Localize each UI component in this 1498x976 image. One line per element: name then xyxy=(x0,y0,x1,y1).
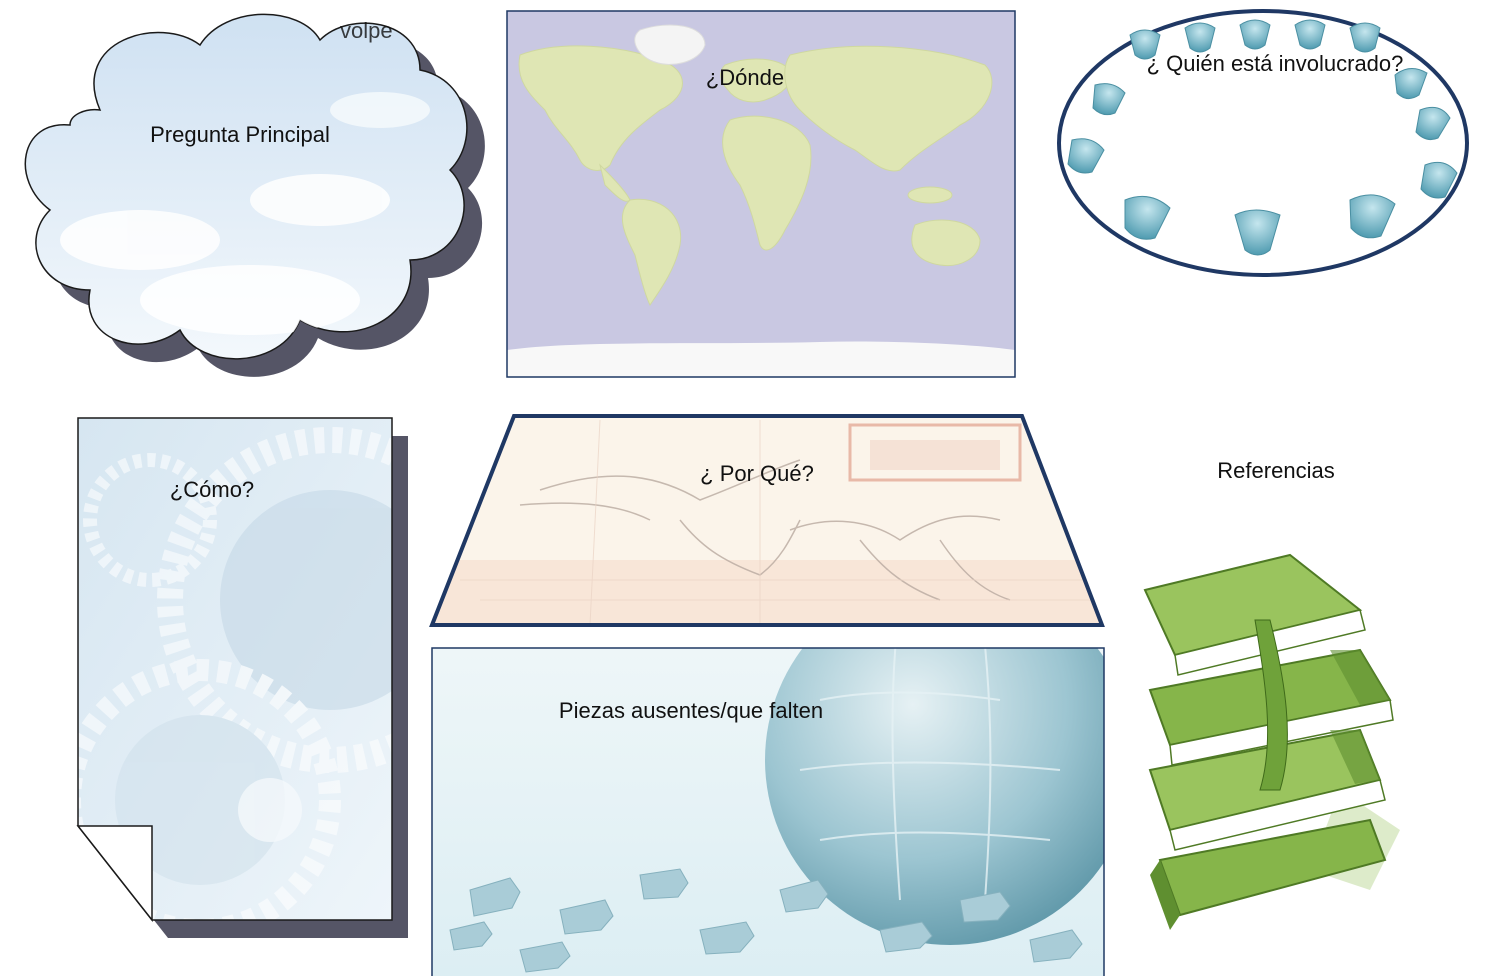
main-question-label: Pregunta Principal xyxy=(150,122,330,147)
where-label: ¿Dónde xyxy=(706,65,784,90)
chair-icon xyxy=(1415,106,1451,140)
chair-icon xyxy=(1092,83,1126,116)
chair-icon xyxy=(1239,19,1271,50)
watermark-text: volpe xyxy=(340,18,393,43)
references-label: Referencias xyxy=(1217,458,1334,483)
books-stack xyxy=(1143,553,1400,930)
chairs-circle xyxy=(1057,9,1469,277)
chair-icon xyxy=(1294,19,1326,50)
how-label: ¿Cómo? xyxy=(170,477,254,502)
chair-icon xyxy=(1349,194,1396,239)
world-map xyxy=(506,10,1016,378)
chair-icon xyxy=(1184,22,1216,53)
birds-sketch xyxy=(429,414,1105,627)
chair-icon xyxy=(1067,138,1105,174)
chair-icon xyxy=(1394,68,1428,99)
cloud-shape: volpe xyxy=(24,13,485,377)
chair-icon xyxy=(1420,161,1458,199)
chair-icon xyxy=(1129,29,1161,60)
chair-icon xyxy=(1124,195,1171,240)
missing-pieces-label: Piezas ausentes/que falten xyxy=(559,698,823,723)
chair-icon xyxy=(1234,209,1281,256)
puzzle-globe xyxy=(431,647,1105,976)
who-label: ¿ Quién está involucrado? xyxy=(1147,51,1404,76)
chair-icon xyxy=(1349,22,1381,53)
gears-page xyxy=(76,417,408,938)
why-label: ¿ Por Qué? xyxy=(700,461,814,486)
